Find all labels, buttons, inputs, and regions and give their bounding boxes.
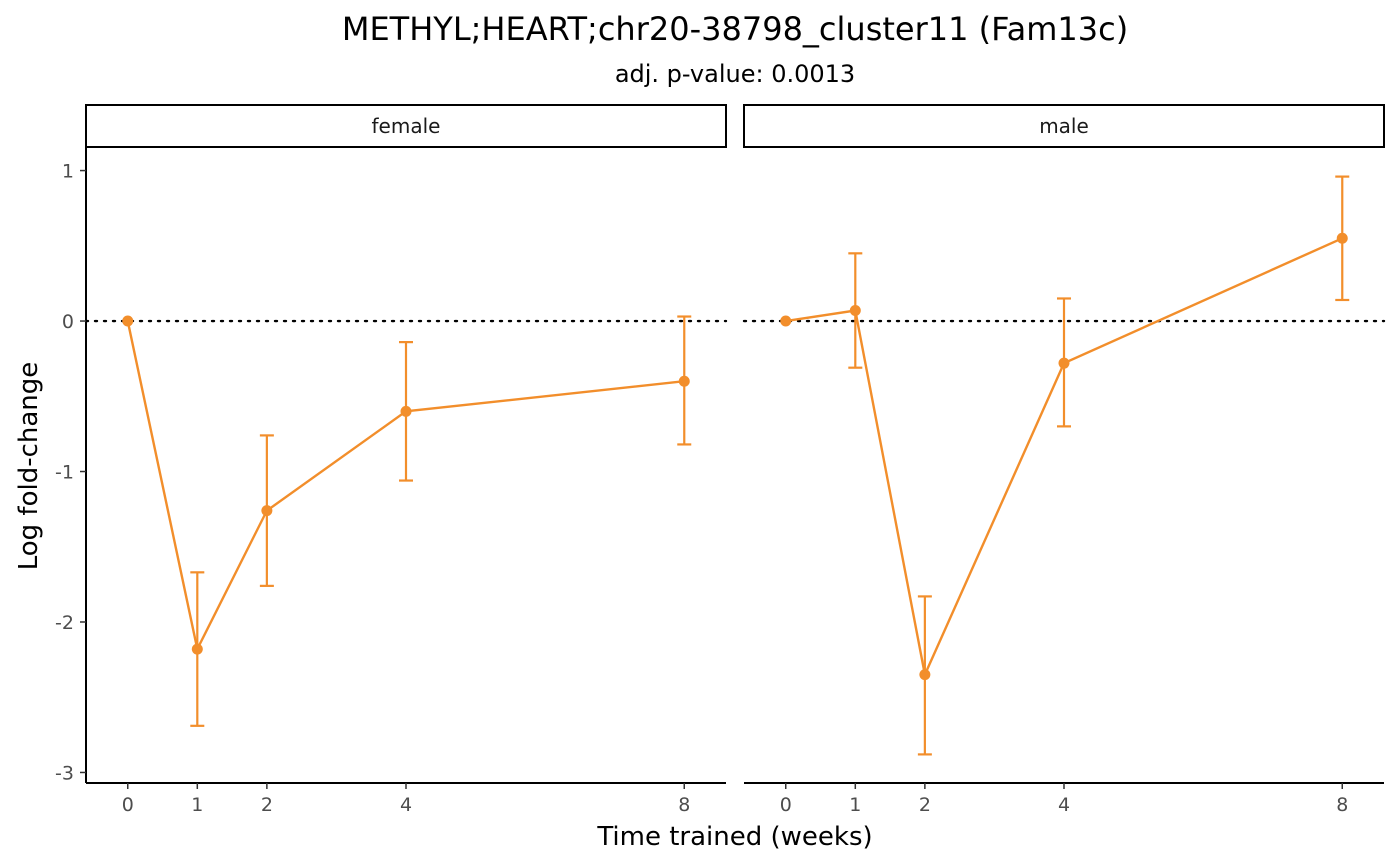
x-tick-label: 4 [1058,794,1070,816]
y-tick-label: -2 [55,612,74,634]
x-tick-label: 1 [849,794,861,816]
y-axis-title: Log fold-change [14,362,44,571]
x-tick-label: 8 [1336,794,1348,816]
data-point [1336,232,1348,244]
x-tick-label: 0 [780,794,792,816]
x-tick-label: 1 [191,794,203,816]
y-tick-label: -3 [55,762,74,784]
facet-strip [743,104,1385,148]
data-point [191,643,203,655]
x-tick-label: 2 [919,794,931,816]
data-point [849,305,861,317]
data-point [919,669,931,681]
data-point [122,315,134,327]
facet-strip-label: male [1039,114,1089,138]
data-point [780,315,792,327]
data-point [400,405,412,417]
chart-subtitle: adj. p-value: 0.0013 [615,60,855,88]
facet-strip [85,104,727,148]
data-point [678,375,690,387]
chart-title: METHYL;HEART;chr20-38798_cluster11 (Fam1… [342,10,1128,48]
y-tick-label: -1 [55,462,74,484]
x-tick-label: 8 [678,794,690,816]
facet-panels: female -3 -2 -1 0 1 0 1 2 4 8 male 0 1 2 4 8 [55,104,1386,816]
data-point [261,505,273,517]
data-point [1058,357,1070,369]
y-tick-label: 0 [62,311,74,333]
x-tick-label: 2 [261,794,273,816]
x-tick-label: 0 [122,794,134,816]
facet-strip-label: female [372,114,441,138]
facet-panel-female: female -3 -2 -1 0 1 0 1 2 4 8 [55,104,728,816]
y-tick-label: 1 [62,161,74,183]
x-tick-label: 4 [400,794,412,816]
x-axis-title: Time trained (weeks) [596,822,872,852]
facet-panel-male: male 0 1 2 4 8 [742,104,1386,816]
